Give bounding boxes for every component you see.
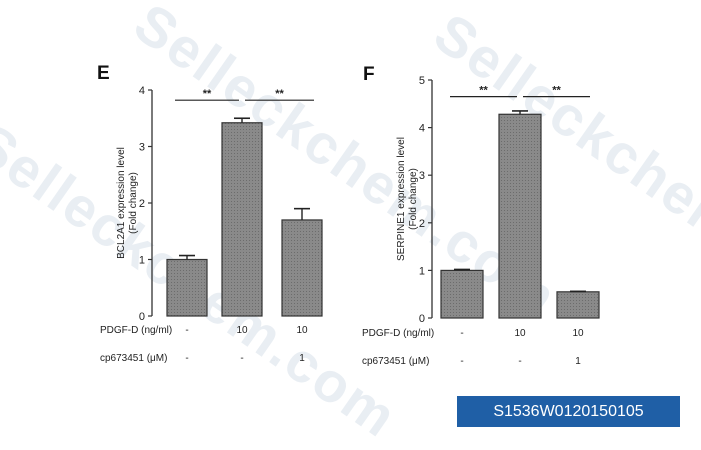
treatment-value: 10 <box>514 328 526 339</box>
treatment-label: PDGF-D (ng/ml) <box>362 328 434 339</box>
y-tick-label: 4 <box>419 123 425 135</box>
catalog-badge: S1536W0120150105 <box>457 396 680 427</box>
y-axis-label: BCL2A1 expression level <box>116 147 127 259</box>
bar <box>440 269 484 319</box>
y-axis-label-sub: (Fold change) <box>128 172 139 234</box>
chart-panel-E: E 0 1 2 3 4 BCL2A1 expression level (Fold chang… <box>97 63 323 364</box>
treatment-value: 10 <box>296 325 308 336</box>
treatment-value: 10 <box>572 328 584 339</box>
y-tick-label: 4 <box>139 85 145 97</box>
y-tick-label: 3 <box>419 170 425 182</box>
significance-label: ** <box>479 85 488 97</box>
significance-label: ** <box>203 88 212 100</box>
y-tick-label: 0 <box>139 311 145 323</box>
panel-label: F <box>363 64 375 85</box>
significance-label: ** <box>552 85 561 97</box>
y-tick-label: 5 <box>419 75 425 87</box>
y-tick-label: 3 <box>139 142 145 154</box>
bar <box>556 291 600 319</box>
treatment-label: PDGF-D (ng/ml) <box>100 325 172 336</box>
y-tick-label: 1 <box>139 255 145 267</box>
treatment-value: 10 <box>236 325 248 336</box>
significance-label: ** <box>275 88 284 100</box>
treatment-label: cp673451 (μM) <box>100 353 167 364</box>
treatment-value: - <box>185 353 188 364</box>
bar <box>221 122 263 317</box>
treatment-value: - <box>518 356 521 367</box>
y-tick-label: 1 <box>419 265 425 277</box>
y-tick-label: 0 <box>419 313 425 325</box>
panel-label: E <box>97 63 110 84</box>
y-axis-label-sub: (Fold change) <box>408 168 419 230</box>
treatment-value: - <box>185 325 188 336</box>
treatment-value: - <box>460 328 463 339</box>
treatment-value: - <box>240 353 243 364</box>
chart-panel-F: F 0 1 2 3 4 5 SERPINE1 expression level (Fold ch… <box>362 64 600 367</box>
bar <box>498 113 542 319</box>
y-tick-label: 2 <box>419 218 425 230</box>
treatment-value: 1 <box>299 353 305 364</box>
treatment-value: 1 <box>575 356 581 367</box>
y-tick-label: 2 <box>139 198 145 210</box>
y-axis-label: SERPINE1 expression level <box>396 137 407 261</box>
treatment-label: cp673451 (μM) <box>362 356 429 367</box>
bar <box>281 219 323 317</box>
bar <box>166 258 208 317</box>
treatment-value: - <box>460 356 463 367</box>
